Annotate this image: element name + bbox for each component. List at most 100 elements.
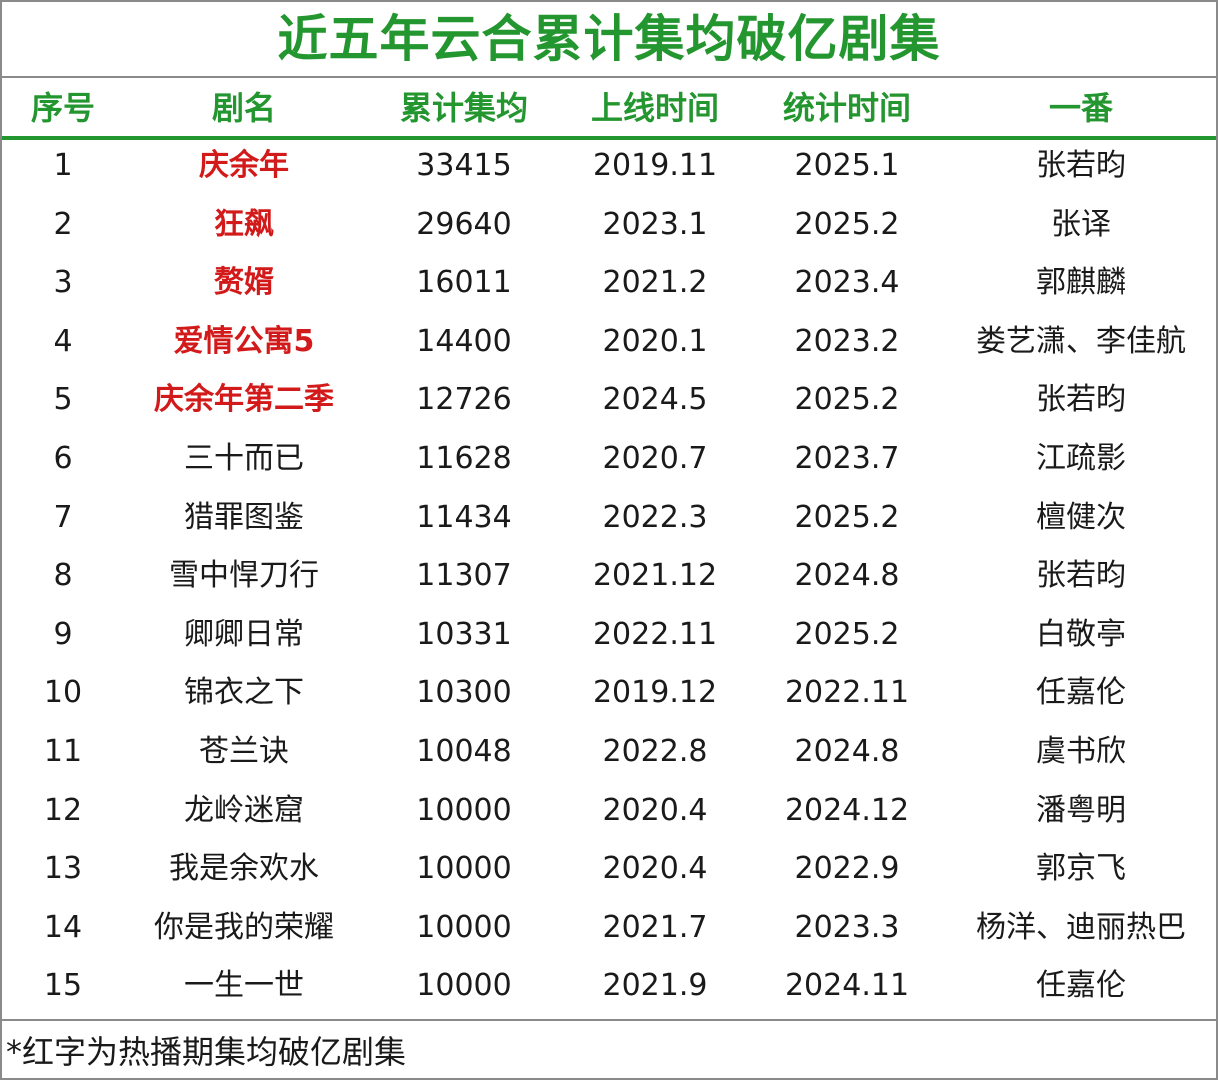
cell-lead-actor: 任嘉伦 — [1036, 675, 1126, 711]
cell-launch-time: 2019.11 — [592, 148, 718, 183]
cell-cumulative-avg: 29640 — [416, 206, 512, 242]
cell-stat-time: 2025.1 — [794, 148, 900, 183]
cell-lead-actor: 娄艺潇、李佳航 — [976, 323, 1186, 359]
cell-launch-time: 2021.9 — [602, 968, 708, 1004]
cell-drama-name: 爱情公寓5 — [173, 323, 315, 359]
cell-rank: 12 — [43, 792, 83, 828]
cell-drama-name: 庆余年第二季 — [154, 382, 334, 418]
table-row: 1 庆余年 33415 2019.11 2025.1 张若昀 — [0, 137, 1218, 196]
header-divider — [2, 136, 1216, 140]
title-divider — [2, 76, 1216, 78]
cell-rank: 3 — [53, 265, 73, 301]
cell-stat-time: 2025.2 — [794, 382, 900, 418]
table-row: 6 三十而已 11628 2020.7 2023.7 江疏影 — [0, 430, 1218, 489]
table-row: 5 庆余年第二季 12726 2024.5 2025.2 张若昀 — [0, 371, 1218, 430]
cell-cumulative-avg: 11628 — [416, 441, 512, 476]
cell-cumulative-avg: 10000 — [416, 792, 512, 828]
cell-lead-actor: 潘粤明 — [1036, 792, 1126, 828]
cell-stat-time: 2023.3 — [794, 909, 900, 945]
cell-rank: 11 — [43, 734, 83, 769]
cell-rank: 15 — [43, 968, 83, 1004]
cell-rank: 1 — [53, 148, 73, 183]
cell-cumulative-avg: 10000 — [416, 968, 512, 1004]
cell-stat-time: 2025.2 — [794, 206, 900, 242]
table-row: 10 锦衣之下 10300 2019.12 2022.11 任嘉伦 — [0, 664, 1218, 723]
cell-drama-name: 狂飙 — [214, 206, 274, 242]
table-row: 4 爱情公寓5 14400 2020.1 2023.2 娄艺潇、李佳航 — [0, 313, 1218, 372]
cell-launch-time: 2022.11 — [592, 616, 718, 652]
table-row: 12 龙岭迷窟 10000 2020.4 2024.12 潘粤明 — [0, 782, 1218, 841]
cell-rank: 13 — [43, 851, 83, 887]
cell-lead-actor: 虞书欣 — [1036, 734, 1126, 769]
cell-stat-time: 2024.12 — [784, 792, 910, 828]
cell-cumulative-avg: 16011 — [416, 265, 512, 301]
table-row: 8 雪中悍刀行 11307 2021.12 2024.8 张若昀 — [0, 547, 1218, 606]
page-title: 近五年云合累计集均破亿剧集 — [277, 10, 941, 68]
header-lead-actor: 一番 — [1048, 89, 1113, 127]
cell-launch-time: 2021.2 — [602, 265, 708, 301]
cell-launch-time: 2021.7 — [602, 909, 708, 945]
cell-cumulative-avg: 10300 — [416, 675, 512, 711]
cell-lead-actor: 白敬亭 — [1036, 616, 1126, 652]
cell-drama-name: 苍兰诀 — [199, 734, 289, 769]
cell-launch-time: 2022.8 — [602, 734, 708, 769]
cell-stat-time: 2023.2 — [794, 323, 900, 359]
cell-launch-time: 2023.1 — [602, 206, 708, 242]
table-row: 13 我是余欢水 10000 2020.4 2022.9 郭京飞 — [0, 840, 1218, 899]
cell-drama-name: 锦衣之下 — [184, 675, 304, 711]
table-row: 15 一生一世 10000 2021.9 2024.11 任嘉伦 — [0, 957, 1218, 1016]
header-rank: 序号 — [30, 89, 95, 127]
cell-drama-name: 三十而已 — [184, 441, 304, 476]
cell-lead-actor: 张译 — [1051, 206, 1111, 242]
cell-rank: 8 — [53, 558, 73, 594]
cell-launch-time: 2019.12 — [592, 675, 718, 711]
cell-rank: 4 — [53, 323, 73, 359]
cell-lead-actor: 郭京飞 — [1036, 851, 1126, 887]
cell-drama-name: 赘婿 — [214, 265, 274, 301]
table-row: 2 狂飙 29640 2023.1 2025.2 张译 — [0, 196, 1218, 255]
cell-rank: 7 — [53, 499, 73, 535]
cell-rank: 5 — [53, 382, 73, 418]
cell-rank: 6 — [53, 441, 73, 476]
cell-stat-time: 2024.8 — [794, 558, 900, 594]
cell-launch-time: 2024.5 — [602, 382, 708, 418]
table-row: 7 猎罪图鉴 11434 2022.3 2025.2 檀健次 — [0, 489, 1218, 548]
cell-lead-actor: 檀健次 — [1036, 499, 1126, 535]
cell-drama-name: 我是余欢水 — [169, 851, 319, 887]
cell-cumulative-avg: 10000 — [416, 851, 512, 887]
cell-cumulative-avg: 14400 — [416, 323, 512, 359]
cell-rank: 9 — [53, 616, 73, 652]
cell-stat-time: 2024.8 — [794, 734, 900, 769]
cell-cumulative-avg: 10048 — [416, 734, 512, 769]
cell-drama-name: 一生一世 — [184, 968, 304, 1004]
cell-cumulative-avg: 33415 — [416, 148, 512, 183]
cell-drama-name: 龙岭迷窟 — [184, 792, 304, 828]
cell-stat-time: 2024.11 — [784, 968, 910, 1004]
footer-divider — [2, 1019, 1216, 1021]
cell-launch-time: 2020.7 — [602, 441, 708, 476]
cell-lead-actor: 江疏影 — [1036, 441, 1126, 476]
cell-cumulative-avg: 12726 — [416, 382, 512, 418]
cell-cumulative-avg: 11434 — [416, 499, 512, 535]
header-launch-time: 上线时间 — [590, 89, 719, 127]
table-row: 9 卿卿日常 10331 2022.11 2025.2 白敬亭 — [0, 606, 1218, 665]
cell-stat-time: 2023.4 — [794, 265, 900, 301]
cell-drama-name: 你是我的荣耀 — [154, 909, 334, 945]
cell-lead-actor: 杨洋、迪丽热巴 — [976, 909, 1186, 945]
cell-lead-actor: 张若昀 — [1036, 558, 1126, 594]
cell-lead-actor: 任嘉伦 — [1036, 968, 1126, 1004]
cell-launch-time: 2021.12 — [592, 558, 718, 594]
cell-cumulative-avg: 10000 — [416, 909, 512, 945]
cell-stat-time: 2025.2 — [794, 499, 900, 535]
cell-rank: 10 — [43, 675, 83, 711]
cell-lead-actor: 张若昀 — [1036, 148, 1126, 183]
header-cumulative-avg: 累计集均 — [399, 89, 528, 127]
cell-stat-time: 2025.2 — [794, 616, 900, 652]
cell-cumulative-avg: 11307 — [416, 558, 512, 594]
cell-drama-name: 猎罪图鉴 — [184, 499, 304, 535]
cell-launch-time: 2020.1 — [602, 323, 708, 359]
cell-launch-time: 2020.4 — [602, 792, 708, 828]
header-stat-time: 统计时间 — [782, 89, 911, 127]
cell-lead-actor: 郭麒麟 — [1036, 265, 1126, 301]
